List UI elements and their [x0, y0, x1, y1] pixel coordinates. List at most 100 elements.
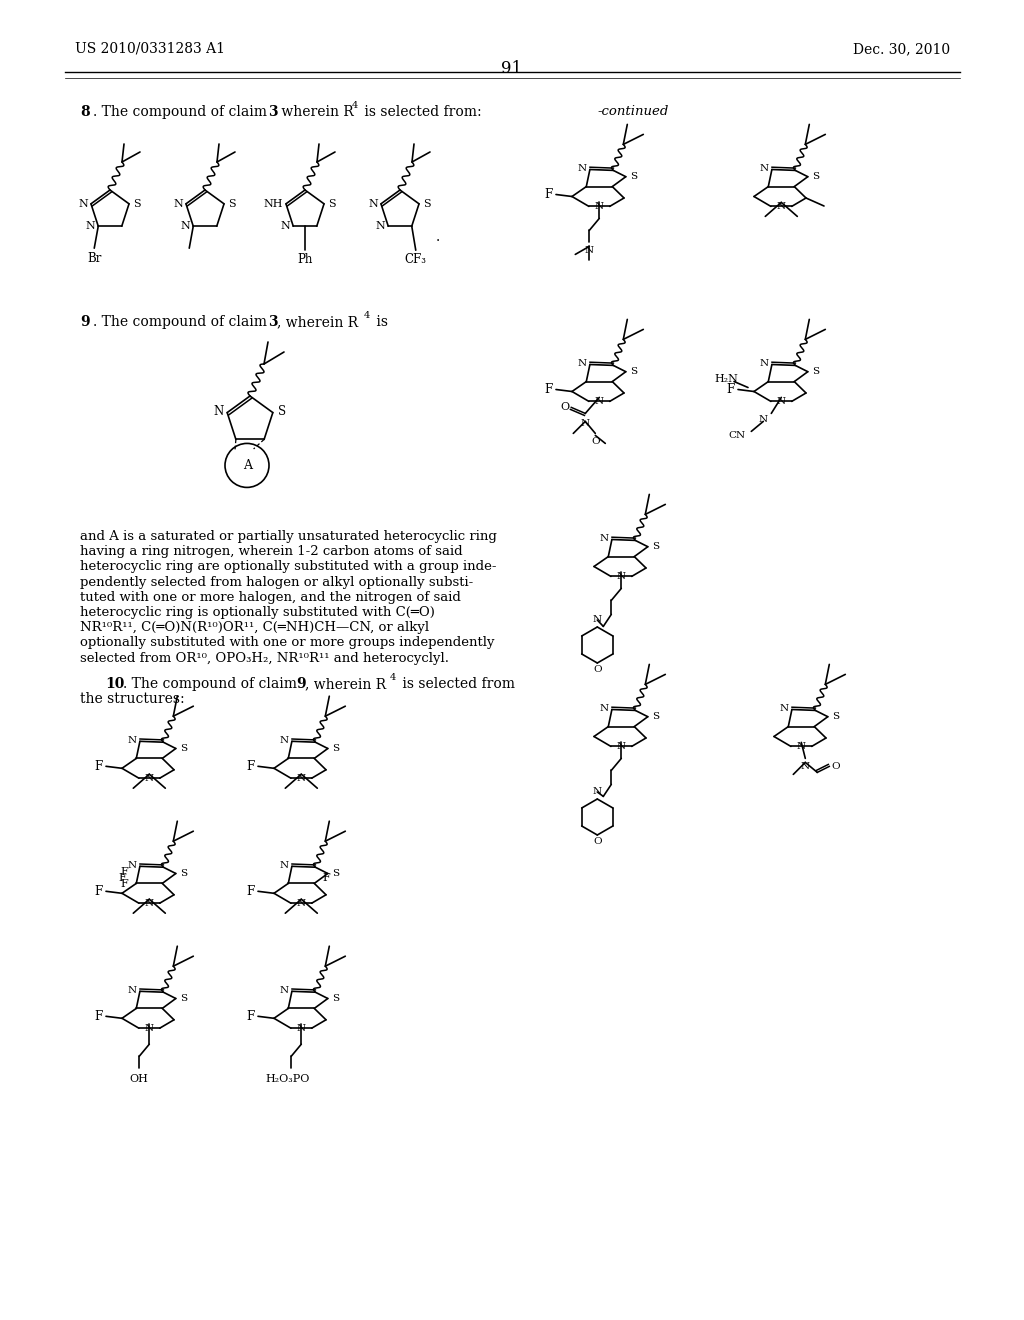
Text: F: F: [119, 874, 126, 883]
Text: N: N: [585, 247, 594, 255]
Text: 8: 8: [80, 106, 90, 119]
Text: N: N: [78, 199, 88, 209]
Text: 4: 4: [352, 102, 358, 110]
Text: N: N: [578, 164, 587, 173]
Text: N: N: [593, 615, 602, 624]
Text: N: N: [297, 899, 306, 908]
Text: N: N: [578, 359, 587, 368]
Text: N: N: [127, 735, 136, 744]
Text: .: .: [436, 230, 440, 244]
Text: F: F: [94, 1010, 102, 1023]
Text: N: N: [581, 418, 590, 428]
Text: . The compound of claim: . The compound of claim: [123, 677, 301, 690]
Text: N: N: [173, 199, 183, 209]
Text: O: O: [591, 437, 600, 446]
Text: N: N: [144, 899, 154, 908]
Text: S: S: [329, 199, 336, 209]
Text: N: N: [144, 1024, 154, 1032]
Text: NR¹⁰R¹¹, C(═O)N(R¹⁰)OR¹¹, C(═NH)CH—CN, or alkyl: NR¹⁰R¹¹, C(═O)N(R¹⁰)OR¹¹, C(═NH)CH—CN, o…: [80, 622, 429, 634]
Text: N: N: [616, 572, 626, 581]
Text: N: N: [280, 986, 289, 995]
Text: S: S: [180, 994, 187, 1003]
Text: 3: 3: [268, 106, 278, 119]
Text: O: O: [593, 665, 602, 675]
Text: F: F: [246, 1010, 254, 1023]
Text: 91: 91: [502, 59, 522, 77]
Text: N: N: [280, 861, 289, 870]
Text: is selected from:: is selected from:: [360, 106, 481, 119]
Text: N: N: [368, 199, 378, 209]
Text: N: N: [599, 535, 608, 543]
Text: N: N: [759, 414, 768, 424]
Text: F: F: [544, 187, 552, 201]
Text: is selected from: is selected from: [398, 677, 515, 690]
Text: is: is: [372, 315, 388, 329]
Text: 9: 9: [80, 315, 90, 329]
Text: N: N: [779, 704, 788, 713]
Text: F: F: [544, 383, 552, 396]
Text: N: N: [127, 986, 136, 995]
Text: F: F: [94, 760, 102, 772]
Text: N: N: [281, 222, 290, 231]
Text: F: F: [246, 884, 254, 898]
Text: S: S: [133, 199, 141, 209]
Text: pendently selected from halogen or alkyl optionally substi-: pendently selected from halogen or alkyl…: [80, 576, 473, 589]
Text: N: N: [297, 774, 306, 783]
Text: N: N: [127, 861, 136, 870]
Text: S: S: [332, 744, 339, 752]
Text: S: S: [630, 367, 637, 376]
Text: having a ring nitrogen, wherein 1-2 carbon atoms of said: having a ring nitrogen, wherein 1-2 carb…: [80, 545, 463, 558]
Text: F: F: [94, 884, 102, 898]
Text: S: S: [630, 172, 637, 181]
Text: , wherein R: , wherein R: [305, 677, 386, 690]
Text: N: N: [144, 774, 154, 783]
Text: Ph: Ph: [297, 253, 312, 267]
Text: the structures:: the structures:: [80, 692, 184, 706]
Text: S: S: [180, 869, 187, 878]
Text: CN: CN: [728, 430, 745, 440]
Text: tuted with one or more halogen, and the nitrogen of said: tuted with one or more halogen, and the …: [80, 591, 461, 603]
Text: F: F: [121, 879, 128, 888]
Text: H₂O₃PO: H₂O₃PO: [265, 1074, 309, 1084]
Text: 4: 4: [364, 312, 371, 319]
Text: N: N: [797, 742, 806, 751]
Text: S: S: [228, 199, 236, 209]
Text: O: O: [831, 762, 840, 771]
Text: N: N: [777, 202, 785, 211]
Text: and A is a saturated or partially unsaturated heterocyclic ring: and A is a saturated or partially unsatu…: [80, 531, 497, 543]
Text: N: N: [760, 164, 768, 173]
Text: N: N: [593, 788, 602, 796]
Text: Dec. 30, 2010: Dec. 30, 2010: [853, 42, 950, 55]
Text: S: S: [423, 199, 431, 209]
Text: 9: 9: [296, 677, 305, 690]
Text: N: N: [595, 397, 604, 407]
Text: Br: Br: [87, 252, 101, 265]
Text: F: F: [323, 874, 330, 883]
Text: wherein R: wherein R: [278, 106, 353, 119]
Text: A: A: [244, 459, 253, 473]
Text: US 2010/0331283 A1: US 2010/0331283 A1: [75, 42, 225, 55]
Text: NH: NH: [263, 199, 283, 209]
Text: -continued: -continued: [598, 106, 670, 117]
Text: . The compound of claim: . The compound of claim: [93, 315, 271, 329]
Text: O: O: [561, 403, 570, 412]
Text: S: S: [278, 405, 286, 418]
Text: N: N: [801, 763, 810, 771]
Text: 4: 4: [390, 673, 396, 682]
Text: N: N: [213, 405, 223, 418]
Text: S: S: [812, 367, 819, 376]
Text: optionally substituted with one or more groups independently: optionally substituted with one or more …: [80, 636, 495, 649]
Text: N: N: [616, 742, 626, 751]
Text: F: F: [726, 383, 734, 396]
Text: S: S: [652, 543, 659, 552]
Text: S: S: [180, 744, 187, 752]
Text: N: N: [777, 397, 785, 407]
Text: O: O: [593, 837, 602, 846]
Text: selected from OR¹⁰, OPO₃H₂, NR¹⁰R¹¹ and heterocyclyl.: selected from OR¹⁰, OPO₃H₂, NR¹⁰R¹¹ and …: [80, 652, 449, 664]
Text: 3: 3: [268, 315, 278, 329]
Text: heterocyclic ring are optionally substituted with a group inde-: heterocyclic ring are optionally substit…: [80, 561, 497, 573]
Text: H₂N: H₂N: [714, 375, 738, 384]
Text: S: S: [332, 869, 339, 878]
Text: N: N: [595, 202, 604, 211]
Text: S: S: [812, 172, 819, 181]
